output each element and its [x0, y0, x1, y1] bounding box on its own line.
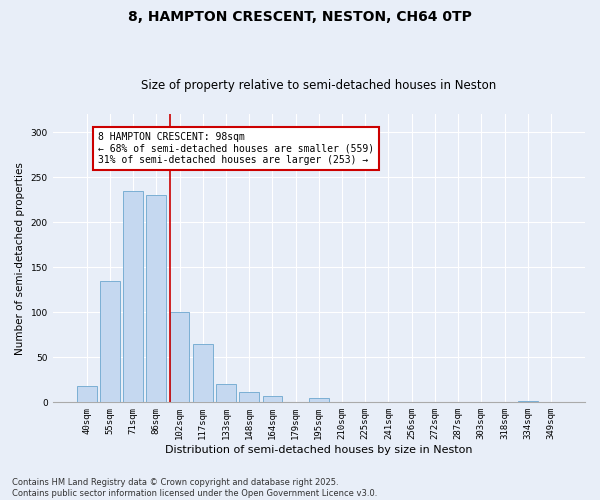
Bar: [100, 280, 120, 402]
Text: 8 HAMPTON CRESCENT: 98sqm
← 68% of semi-detached houses are smaller (559)
31% of: 8 HAMPTON CRESCENT: 98sqm ← 68% of semi-…: [98, 132, 374, 165]
Bar: [309, 398, 329, 402]
Bar: [263, 396, 282, 402]
Bar: [193, 344, 212, 403]
Text: Contains HM Land Registry data © Crown copyright and database right 2025.
Contai: Contains HM Land Registry data © Crown c…: [12, 478, 377, 498]
Text: 8, HAMPTON CRESCENT, NESTON, CH64 0TP: 8, HAMPTON CRESCENT, NESTON, CH64 0TP: [128, 10, 472, 24]
Y-axis label: Number of semi-detached properties: Number of semi-detached properties: [15, 162, 25, 354]
Bar: [170, 312, 190, 402]
Bar: [146, 195, 166, 402]
Bar: [216, 384, 236, 402]
Bar: [123, 190, 143, 402]
X-axis label: Distribution of semi-detached houses by size in Neston: Distribution of semi-detached houses by …: [165, 445, 473, 455]
Title: Size of property relative to semi-detached houses in Neston: Size of property relative to semi-detach…: [141, 79, 496, 92]
Bar: [77, 386, 97, 402]
Bar: [239, 392, 259, 402]
